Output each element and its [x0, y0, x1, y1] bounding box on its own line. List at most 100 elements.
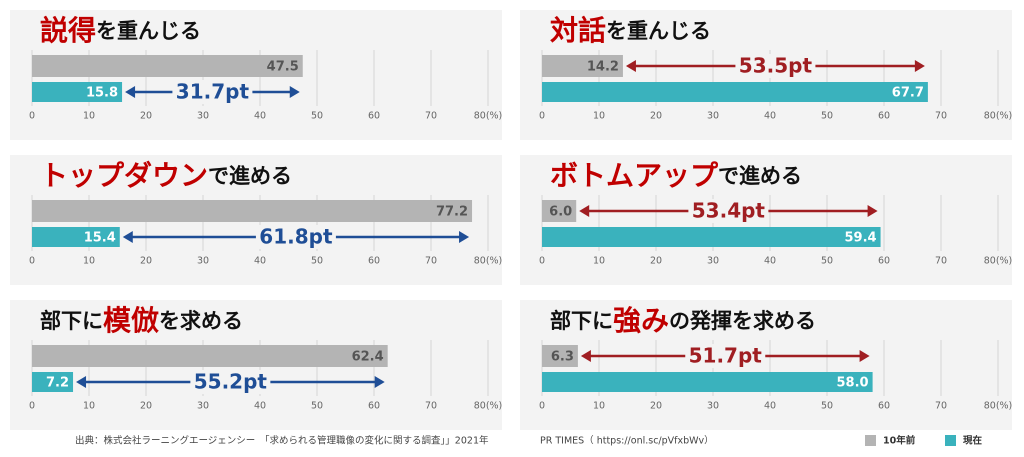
title-part: の発揮を求める: [669, 309, 816, 333]
x-tick-label: 60: [368, 256, 380, 267]
x-tick-label: 0: [539, 111, 545, 122]
title-part: で進める: [718, 164, 802, 188]
x-tick-label: 0: [539, 256, 545, 267]
title-part: 模倣: [103, 304, 159, 337]
x-tick-label: 60: [878, 401, 890, 412]
value-label: 6.0: [549, 205, 572, 220]
value-label: 6.3: [551, 350, 574, 365]
bar: [542, 372, 873, 392]
bar: [542, 200, 577, 222]
x-tick-label: 40: [764, 111, 776, 122]
x-tick-label: 70: [425, 111, 437, 122]
value-label: 62.4: [352, 350, 384, 365]
arrow-head: [76, 376, 87, 388]
x-tick-label: 20: [650, 111, 662, 122]
bar: [542, 55, 623, 77]
x-tick-label: 20: [650, 256, 662, 267]
x-tick-label: 30: [197, 256, 209, 267]
legend-label: 10年前: [883, 435, 916, 447]
x-tick-label: 0: [29, 401, 35, 412]
bar: [542, 82, 928, 102]
x-tick-label: 0: [29, 256, 35, 267]
bar: [542, 345, 578, 367]
x-tick-label: 80(%): [984, 111, 1013, 122]
x-tick-label: 30: [707, 401, 719, 412]
title-part: を重んじる: [606, 19, 711, 43]
diff-label-bg: [255, 225, 336, 249]
arrow-head: [914, 60, 925, 72]
legend-swatch: [865, 435, 876, 446]
x-tick-label: 50: [311, 401, 323, 412]
arrow-head: [625, 60, 636, 72]
x-tick-label: 10: [83, 401, 95, 412]
x-tick-label: 50: [821, 111, 833, 122]
arrow-head: [125, 86, 136, 98]
x-tick-label: 30: [707, 111, 719, 122]
x-tick-label: 30: [197, 401, 209, 412]
x-tick-label: 60: [878, 256, 890, 267]
x-tick-label: 60: [368, 111, 380, 122]
x-tick-label: 50: [311, 256, 323, 267]
value-label: 15.8: [86, 86, 118, 101]
diff-label-bg: [685, 344, 766, 368]
diff-label: 53.5pt: [739, 54, 813, 78]
bar: [32, 55, 303, 77]
title-part: 説得: [40, 14, 96, 47]
arrow-head: [580, 350, 591, 362]
panel-title: 対話を重んじる: [550, 14, 711, 47]
x-tick-label: 10: [83, 256, 95, 267]
diff-label-bg: [688, 199, 769, 223]
value-label: 15.4: [84, 231, 116, 246]
bar: [32, 82, 123, 102]
bar: [32, 345, 388, 367]
x-tick-label: 40: [764, 401, 776, 412]
panel-title: 説得を重んじる: [40, 14, 201, 47]
diff-label: 31.7pt: [176, 80, 250, 104]
x-tick-label: 50: [821, 401, 833, 412]
x-tick-label: 80(%): [984, 256, 1013, 267]
bar: [32, 372, 74, 392]
x-tick-label: 70: [935, 111, 947, 122]
x-tick-label: 80(%): [474, 401, 503, 412]
x-tick-label: 10: [593, 401, 605, 412]
source: 出典：株式会社ラーニングエージェンシー 「求められる管理職像の変化に関する調査」…: [75, 435, 489, 447]
diff-label-bg: [172, 80, 253, 104]
title-part: を重んじる: [96, 19, 201, 43]
arrow-head: [122, 231, 133, 243]
x-tick-label: 20: [650, 401, 662, 412]
x-tick-label: 40: [254, 256, 266, 267]
x-tick-label: 10: [593, 256, 605, 267]
x-tick-label: 10: [83, 111, 95, 122]
x-tick-label: 50: [821, 256, 833, 267]
title-part: トップダウン: [40, 159, 208, 192]
x-tick-label: 80(%): [984, 401, 1013, 412]
arrow-head: [867, 205, 878, 217]
value-label: 77.2: [436, 205, 468, 220]
arrow-head: [859, 350, 870, 362]
diff-label: 53.4pt: [692, 199, 766, 223]
x-tick-label: 0: [29, 111, 35, 122]
x-tick-label: 40: [764, 256, 776, 267]
panel-title: トップダウンで進める: [40, 159, 292, 192]
x-tick-label: 70: [935, 401, 947, 412]
arrow-head: [374, 376, 385, 388]
x-tick-label: 80(%): [474, 256, 503, 267]
x-tick-label: 50: [311, 111, 323, 122]
x-tick-label: 40: [254, 401, 266, 412]
legend-swatch: [945, 435, 956, 446]
title-part: を求める: [159, 309, 243, 333]
diff-label: 55.2pt: [194, 370, 268, 394]
title-part: 部下に: [550, 309, 613, 333]
x-tick-label: 70: [425, 401, 437, 412]
arrow-head: [579, 205, 590, 217]
panel-title: 部下に模倣を求める: [40, 304, 243, 337]
panel-title: 部下に強みの発揮を求める: [550, 304, 816, 337]
x-tick-label: 20: [140, 256, 152, 267]
x-tick-label: 40: [254, 111, 266, 122]
bar: [32, 227, 120, 247]
diff-label-bg: [190, 370, 271, 394]
value-label: 67.7: [892, 86, 924, 101]
title-part: 部下に: [40, 309, 103, 333]
credit: PR TIMES（ https://onl.sc/pVfxbWv）: [540, 435, 714, 447]
